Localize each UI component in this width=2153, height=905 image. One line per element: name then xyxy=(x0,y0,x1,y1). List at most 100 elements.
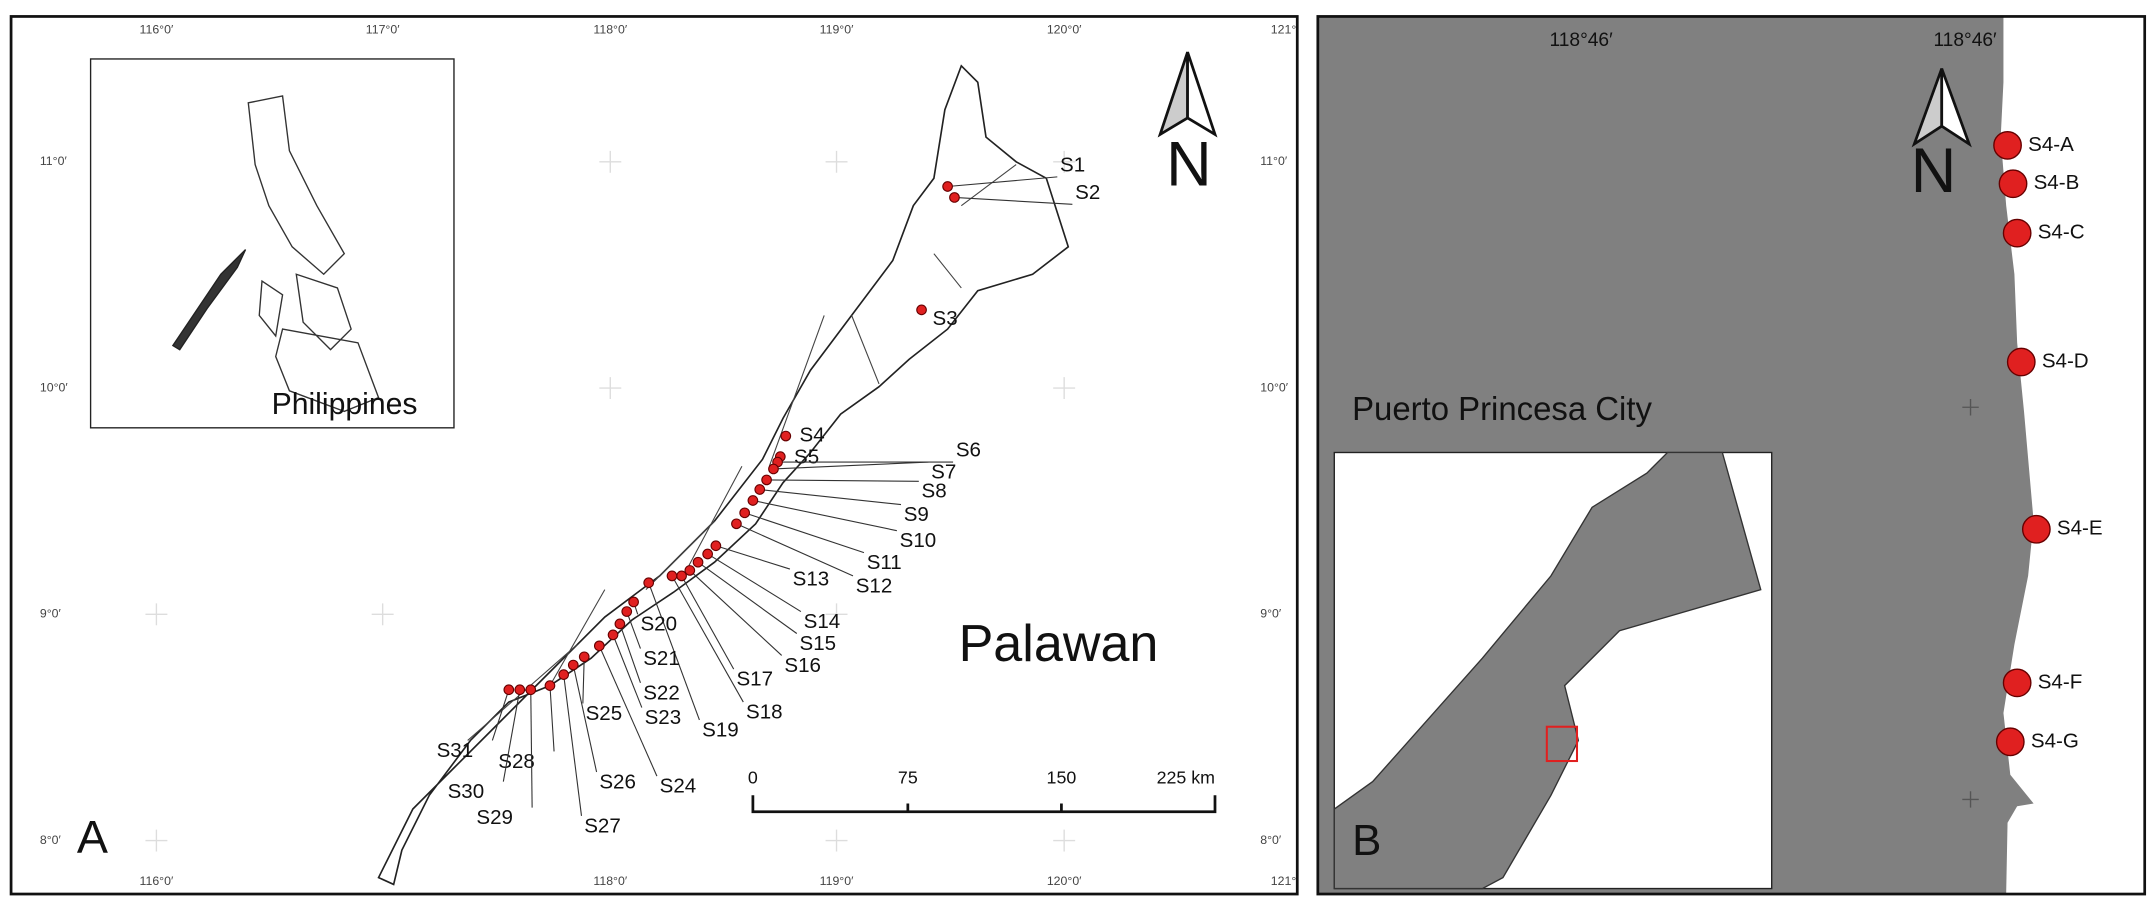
site-marker xyxy=(1998,169,2028,199)
coord-label: 116°0′ xyxy=(140,22,174,36)
leader-line xyxy=(648,582,700,721)
site-label: S13 xyxy=(793,567,830,590)
leader-line xyxy=(773,461,929,470)
site-marker xyxy=(768,463,779,475)
site-marker xyxy=(916,304,927,316)
site-label: S7 xyxy=(931,461,956,484)
coord-label: 117°0′ xyxy=(366,22,400,36)
site-marker xyxy=(2021,514,2051,544)
coord-label: 11°0′ xyxy=(40,154,68,168)
coord-label: 10°0′ xyxy=(1260,380,1288,394)
coord-label: 8°0′ xyxy=(1260,833,1282,847)
coord-label: 118°0′ xyxy=(593,874,627,888)
site-marker xyxy=(731,518,742,530)
site-marker xyxy=(710,540,722,552)
site-marker xyxy=(739,507,751,519)
site-label: S5 xyxy=(794,445,819,468)
site-label: S4-E xyxy=(2057,517,2103,540)
site-marker xyxy=(747,495,759,506)
coord-label: 120°0′ xyxy=(1047,874,1082,888)
coord-label: 11°0′ xyxy=(1260,154,1288,168)
site-label: S3 xyxy=(933,307,958,330)
coord-label: 9°0′ xyxy=(1260,607,1282,621)
scale-label: 150 xyxy=(1047,768,1077,788)
coord-label: 118°46′ xyxy=(1550,30,1614,51)
coord-label: 121° xyxy=(1271,874,1297,888)
leader-line xyxy=(572,664,598,773)
leader-line xyxy=(563,674,583,816)
site-label: S4-A xyxy=(2028,133,2074,156)
site-label: S15 xyxy=(800,632,837,655)
philippine-islands xyxy=(247,95,380,413)
site-label: S25 xyxy=(586,702,623,725)
scale-label: 0 xyxy=(748,768,758,788)
coord-label: 118°0′ xyxy=(593,22,627,36)
site-marker xyxy=(2006,347,2036,377)
site-label: S27 xyxy=(584,814,621,837)
site-marker xyxy=(1995,727,2025,757)
leader-line xyxy=(530,689,533,808)
site-marker xyxy=(567,659,579,671)
leader-line xyxy=(671,575,744,703)
site-label: S23 xyxy=(645,706,682,729)
north-label: N xyxy=(1911,136,1957,206)
site-label: S14 xyxy=(804,610,841,633)
site-label: S26 xyxy=(599,770,636,793)
inset-label: Philippines xyxy=(272,388,418,421)
site-label: S28 xyxy=(498,750,535,773)
leader-line xyxy=(759,488,902,506)
site-label: S4-G xyxy=(2031,729,2079,752)
site-marker xyxy=(544,680,556,691)
palawan-highlight xyxy=(171,249,247,351)
site-marker xyxy=(525,684,537,696)
site-marker xyxy=(676,570,687,582)
site-label: S20 xyxy=(640,613,677,636)
site-label: S22 xyxy=(643,681,680,704)
city-land xyxy=(1333,451,1762,890)
site-label: S4-C xyxy=(2038,221,2085,244)
coord-label: 121° xyxy=(1271,22,1297,36)
leader-line xyxy=(697,561,798,634)
site-label: S1 xyxy=(1060,153,1085,176)
site-marker xyxy=(949,192,960,203)
site-marker xyxy=(607,629,619,641)
site-label: S24 xyxy=(660,775,697,798)
coord-label: 118°46′ xyxy=(1933,30,1997,51)
leader-line xyxy=(612,634,643,708)
site-marker xyxy=(780,430,792,442)
site-marker xyxy=(614,618,626,630)
scale-label: 225 km xyxy=(1157,768,1215,788)
site-label: S4-B xyxy=(2034,171,2080,194)
site-label: S6 xyxy=(956,439,981,462)
leader-line xyxy=(598,645,658,777)
site-label: S12 xyxy=(856,574,893,597)
leader-line xyxy=(766,479,919,482)
site-marker xyxy=(754,484,766,495)
site-marker xyxy=(692,556,704,568)
coord-label: 8°0′ xyxy=(40,833,62,847)
site-marker xyxy=(643,577,655,589)
leader-line xyxy=(947,176,1058,188)
site-label: S4 xyxy=(800,423,825,446)
site-marker xyxy=(666,570,678,582)
site-marker xyxy=(621,606,633,617)
site-label: S16 xyxy=(784,654,821,677)
leader-line xyxy=(715,545,791,570)
site-label: S19 xyxy=(702,718,739,741)
site-marker xyxy=(702,548,713,560)
panel-letter: A xyxy=(77,811,108,863)
coord-label: 120°0′ xyxy=(1047,22,1082,36)
site-label: S4-F xyxy=(2038,670,2083,693)
site-marker xyxy=(558,669,570,680)
site-marker xyxy=(2002,668,2032,698)
leader-line xyxy=(626,611,641,649)
panel-letter: B xyxy=(1352,816,1381,865)
scale-label: 75 xyxy=(898,768,918,788)
leader-line xyxy=(707,553,802,613)
site-label: S17 xyxy=(736,668,773,691)
coord-label: 9°0′ xyxy=(40,607,62,621)
site-marker xyxy=(2002,218,2032,248)
site-label: S4-D xyxy=(2042,349,2089,372)
north-label: N xyxy=(1166,129,1212,199)
